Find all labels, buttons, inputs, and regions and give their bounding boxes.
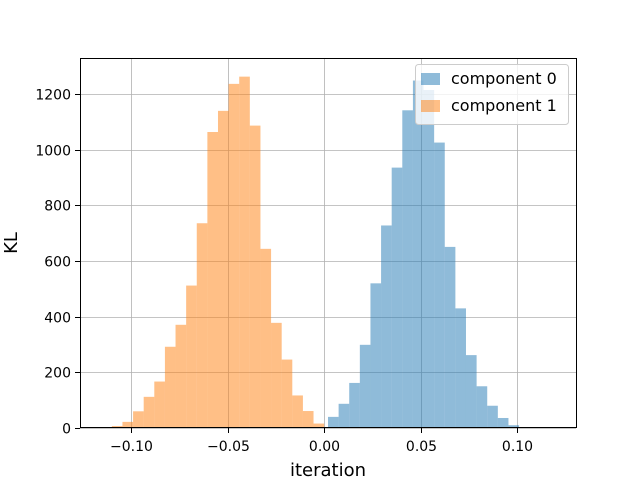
- component-1-bar: [271, 322, 282, 428]
- x-tick-label: −0.05: [207, 439, 250, 455]
- component-1-bar: [196, 223, 208, 428]
- legend: component 0 component 1: [415, 64, 569, 125]
- component-0-bars: [317, 80, 520, 429]
- component-1-bar: [154, 381, 165, 428]
- component-1-bar: [143, 396, 155, 428]
- component-1-bars: [111, 76, 335, 428]
- x-axis-ticks: −0.10 −0.05 0.00 0.05 0.10: [110, 428, 533, 455]
- component-1-bar: [292, 395, 303, 428]
- y-tick-label: 1000: [35, 144, 71, 160]
- component-1-bar: [281, 359, 293, 428]
- component-0-bar: [391, 167, 403, 429]
- x-tick-label: −0.10: [110, 439, 153, 455]
- x-axis-label: iteration: [290, 460, 366, 480]
- component-0-bar: [497, 417, 509, 428]
- y-tick-label: 800: [44, 199, 71, 215]
- component-1-bar: [239, 76, 250, 428]
- component-0-bar: [328, 416, 339, 428]
- legend-swatch-component-0: [421, 73, 440, 85]
- component-0-bar: [359, 344, 371, 428]
- legend-label-component-1: component 1: [451, 96, 557, 115]
- component-0-bar: [476, 386, 488, 428]
- y-tick-label: 400: [44, 311, 71, 327]
- component-0-bar: [381, 225, 392, 428]
- component-0-bar: [412, 80, 424, 428]
- component-1-bar: [217, 110, 229, 428]
- component-0-bar: [455, 308, 466, 428]
- y-axis-label: KL: [1, 232, 22, 254]
- component-1-bar: [249, 125, 261, 428]
- component-0-bar: [487, 405, 498, 428]
- component-1-bar: [164, 346, 176, 428]
- component-0-bar: [338, 403, 350, 428]
- y-axis-ticks: 0 200 400 600 800 1000 1200: [35, 88, 80, 438]
- legend-label-component-0: component 0: [451, 69, 557, 88]
- component-1-bar: [122, 421, 134, 428]
- y-tick-label: 1200: [35, 88, 71, 104]
- y-tick-label: 600: [44, 255, 71, 271]
- x-tick-label: 0.05: [406, 439, 437, 455]
- component-0-bar: [444, 246, 456, 428]
- component-1-bar: [207, 132, 218, 428]
- component-1-bar: [260, 248, 272, 428]
- component-0-bar: [423, 89, 435, 428]
- component-1-bar: [302, 411, 314, 428]
- y-tick-label: 0: [62, 422, 71, 438]
- y-tick-label: 200: [44, 366, 71, 382]
- legend-swatch-component-1: [421, 100, 440, 112]
- component-1-bar: [313, 423, 325, 428]
- x-tick-label: 0.00: [309, 439, 340, 455]
- x-tick-label: 0.10: [502, 439, 533, 455]
- component-1-bar: [133, 411, 144, 428]
- component-1-bar: [186, 285, 197, 428]
- plot-frame: [80, 58, 577, 428]
- component-0-bar: [370, 283, 382, 428]
- component-0-bar: [508, 425, 520, 428]
- component-0-bar: [349, 382, 360, 428]
- component-1-bar: [175, 324, 187, 428]
- component-0-bar: [434, 142, 445, 429]
- component-0-bar: [465, 355, 477, 428]
- legend-box: [415, 64, 569, 125]
- component-1-bar: [228, 83, 240, 428]
- component-0-bar: [402, 110, 413, 428]
